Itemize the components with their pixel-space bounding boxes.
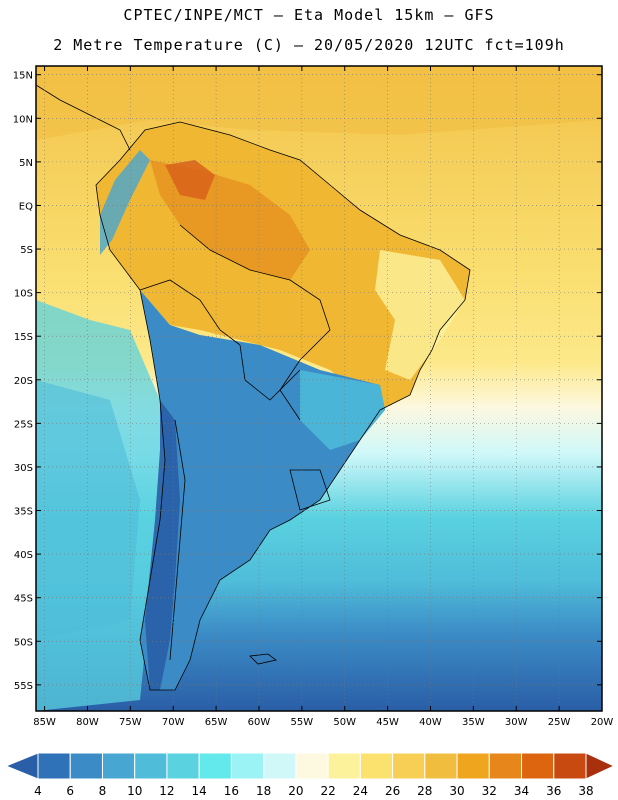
colorbar-label: 36: [546, 784, 561, 798]
lat-tick-label: 5S: [20, 245, 33, 256]
colorbar-label: 8: [99, 784, 107, 798]
colorbar-swatch: [553, 752, 587, 780]
lon-tick-label: 80W: [76, 717, 99, 728]
lat-tick-label: 25S: [14, 419, 33, 430]
colorbar-swatch: [456, 752, 490, 780]
colorbar-swatch: [166, 752, 200, 780]
continent-andes-cool-north: [100, 150, 150, 255]
lon-tick-label: 40W: [419, 717, 442, 728]
lat-tick-label: 5N: [19, 158, 33, 169]
colorbar-swatch: [327, 752, 361, 780]
pacific-cooler-band: [36, 380, 140, 640]
brazil-west-border: [179, 224, 331, 421]
lat-tick-label: 10S: [14, 289, 33, 300]
colorbar: 4 6 8 10 12 14 16 18 20 22 24 26 28 30 32 34 36 38: [4, 752, 616, 798]
lat-tick-label: 55S: [14, 681, 33, 692]
colorbar-swatch: [295, 752, 329, 780]
colorbar-swatch: [392, 752, 426, 780]
lon-tick-label: 70W: [162, 717, 185, 728]
colorbar-label: 10: [127, 784, 142, 798]
colorbar-swatch: [101, 752, 136, 780]
colorbar-label: 20: [288, 784, 303, 798]
lon-tick-label: 75W: [119, 717, 142, 728]
colorbar-label: 30: [449, 784, 464, 798]
caribbean-warm-band: [36, 66, 602, 140]
bolivia-border: [239, 344, 301, 401]
colorbar-label: 34: [514, 784, 529, 798]
lat-tick-label: 35S: [14, 507, 33, 518]
colorbar-swatch: [134, 752, 168, 780]
colorbar-label: 32: [482, 784, 497, 798]
continent-coastline: [95, 121, 471, 691]
colorbar-swatch: [198, 752, 232, 780]
lon-tick-label: 50W: [333, 717, 356, 728]
andes-cold-south: [145, 400, 180, 690]
lat-tick-label: 15N: [13, 71, 33, 82]
colorbar-label: 22: [320, 784, 335, 798]
political-borders: [36, 84, 471, 691]
lon-tick-label: 20W: [591, 717, 614, 728]
nordeste-light: [375, 250, 465, 380]
colorbar-label: 28: [417, 784, 432, 798]
longitude-axis: 85W 80W 75W 70W 65W 60W 55W 50W 45W 40W 35W 30W 25W 2…: [33, 66, 613, 728]
lon-tick-label: 25W: [548, 717, 571, 728]
temperature-field: [36, 66, 602, 711]
lon-tick-label: 45W: [376, 717, 399, 728]
lat-tick-label: 45S: [14, 594, 33, 605]
colorbar-swatch: [424, 752, 458, 780]
argentina-chile-border: [169, 419, 186, 661]
colorbar-swatch: [69, 752, 103, 780]
lon-tick-label: 85W: [33, 717, 56, 728]
lat-tick-label: 10N: [13, 114, 33, 125]
lat-tick-label: 15S: [14, 332, 33, 343]
latitude-axis: 15N 10N 5N EQ 5S 10S 15S 20S 25S 30S 35S 40S 45S 50S 5…: [13, 71, 602, 692]
colorbar-swatch: [521, 752, 555, 780]
colorbar-label: 4: [34, 784, 42, 798]
colorbar-label: 6: [66, 784, 74, 798]
chart-title: CPTEC/INPE/MCT – Eta Model 15km – GFS: [123, 6, 495, 24]
lon-tick-label: 35W: [462, 717, 485, 728]
lon-tick-label: 65W: [205, 717, 228, 728]
colorbar-label: 24: [353, 784, 368, 798]
colorbar-label: 26: [385, 784, 400, 798]
lat-tick-label: 20S: [14, 376, 33, 387]
continent-southeast-mild: [300, 370, 385, 450]
colorbar-swatch: [37, 752, 71, 780]
map-frame: [35, 65, 603, 712]
colorbar-swatch: [230, 752, 265, 780]
colorbar-arrow-low: [4, 752, 39, 780]
continent-venezuela-hot: [165, 160, 215, 200]
colorbar-swatch: [359, 752, 394, 780]
colorbar-label: 14: [192, 784, 207, 798]
lon-tick-label: 60W: [248, 717, 271, 728]
lat-tick-label: 50S: [14, 637, 33, 648]
falklands: [249, 653, 277, 665]
colorbar-label: 16: [224, 784, 239, 798]
colorbar-arrow-high: [585, 752, 616, 780]
colorbar-label: 38: [578, 784, 593, 798]
colorbar-label: 18: [256, 784, 271, 798]
lat-tick-label: 30S: [14, 463, 33, 474]
lon-tick-label: 30W: [505, 717, 528, 728]
colorbar-label: 12: [159, 784, 174, 798]
chart-subtitle: 2 Metre Temperature (C) – 20/05/2020 12U…: [53, 36, 565, 54]
lat-tick-label: EQ: [19, 201, 33, 212]
colorbar-swatch: [488, 752, 523, 780]
lon-tick-label: 55W: [291, 717, 314, 728]
colorbar-swatch: [263, 752, 297, 780]
andean-border: [139, 279, 241, 346]
uruguay-border: [289, 469, 331, 511]
central-america: [36, 84, 131, 151]
lat-tick-label: 40S: [14, 550, 33, 561]
